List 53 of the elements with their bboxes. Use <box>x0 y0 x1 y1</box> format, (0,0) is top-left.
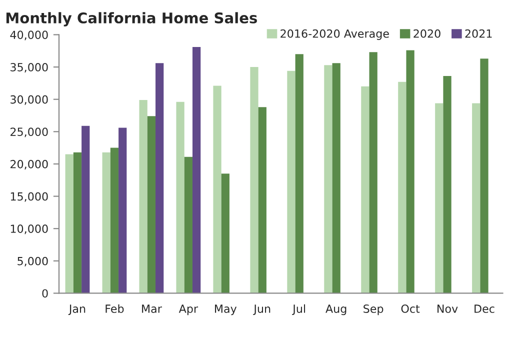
bar <box>435 103 444 294</box>
y-tick-label: 35,000 <box>10 62 48 73</box>
bar <box>406 50 414 294</box>
y-tick-label: 10,000 <box>10 224 48 234</box>
x-tick-label: May <box>215 304 237 316</box>
bar <box>295 54 304 294</box>
bar <box>102 152 110 294</box>
bar <box>250 67 258 294</box>
bar <box>176 102 184 294</box>
bar <box>221 174 230 294</box>
bar <box>443 76 452 294</box>
bar <box>65 154 74 294</box>
bar <box>192 46 201 294</box>
y-tick-label: 20,000 <box>10 160 48 170</box>
y-tick-label: 25,000 <box>10 128 48 138</box>
bar <box>147 116 156 294</box>
bar <box>287 70 296 294</box>
x-tick-label: Nov <box>438 304 458 313</box>
bar <box>139 100 148 294</box>
bar <box>398 82 406 294</box>
y-tick-label: 40,000 <box>10 30 48 40</box>
bar <box>118 128 127 294</box>
bar <box>324 65 332 294</box>
y-tick-label: 30,000 <box>10 95 48 105</box>
x-tick-label: Aug <box>326 304 346 316</box>
bar <box>110 148 119 294</box>
x-tick-label: Sep <box>364 304 384 316</box>
x-tick-label: Oct <box>401 304 420 313</box>
bar <box>213 86 222 294</box>
x-tick-label: Jun <box>253 304 270 315</box>
x-tick-label: Dec <box>474 304 494 313</box>
y-tick-label: 5,000 <box>18 256 48 266</box>
bar <box>480 58 488 294</box>
bar <box>369 52 378 294</box>
bar <box>184 156 192 294</box>
x-tick-label: Mar <box>142 304 162 313</box>
bar <box>73 152 82 294</box>
x-tick-label: Apr <box>178 304 198 316</box>
x-tick-label: Jul <box>292 304 306 315</box>
y-tick-label: 0 <box>42 289 48 298</box>
bar <box>258 107 266 294</box>
bar <box>82 126 90 294</box>
x-tick-label: Feb <box>106 304 124 313</box>
legend-label: 2020 <box>414 29 440 38</box>
bar <box>332 63 340 294</box>
x-tick-label: Jan <box>68 304 86 315</box>
chart-title: Monthly California Home Sales <box>6 12 257 26</box>
bar <box>156 63 164 294</box>
bar <box>472 103 480 294</box>
y-tick-label: 15,000 <box>10 192 48 202</box>
legend-label: 2021 <box>465 29 492 38</box>
legend-label: 2016-2020 Average <box>280 29 389 40</box>
bar <box>361 86 370 294</box>
